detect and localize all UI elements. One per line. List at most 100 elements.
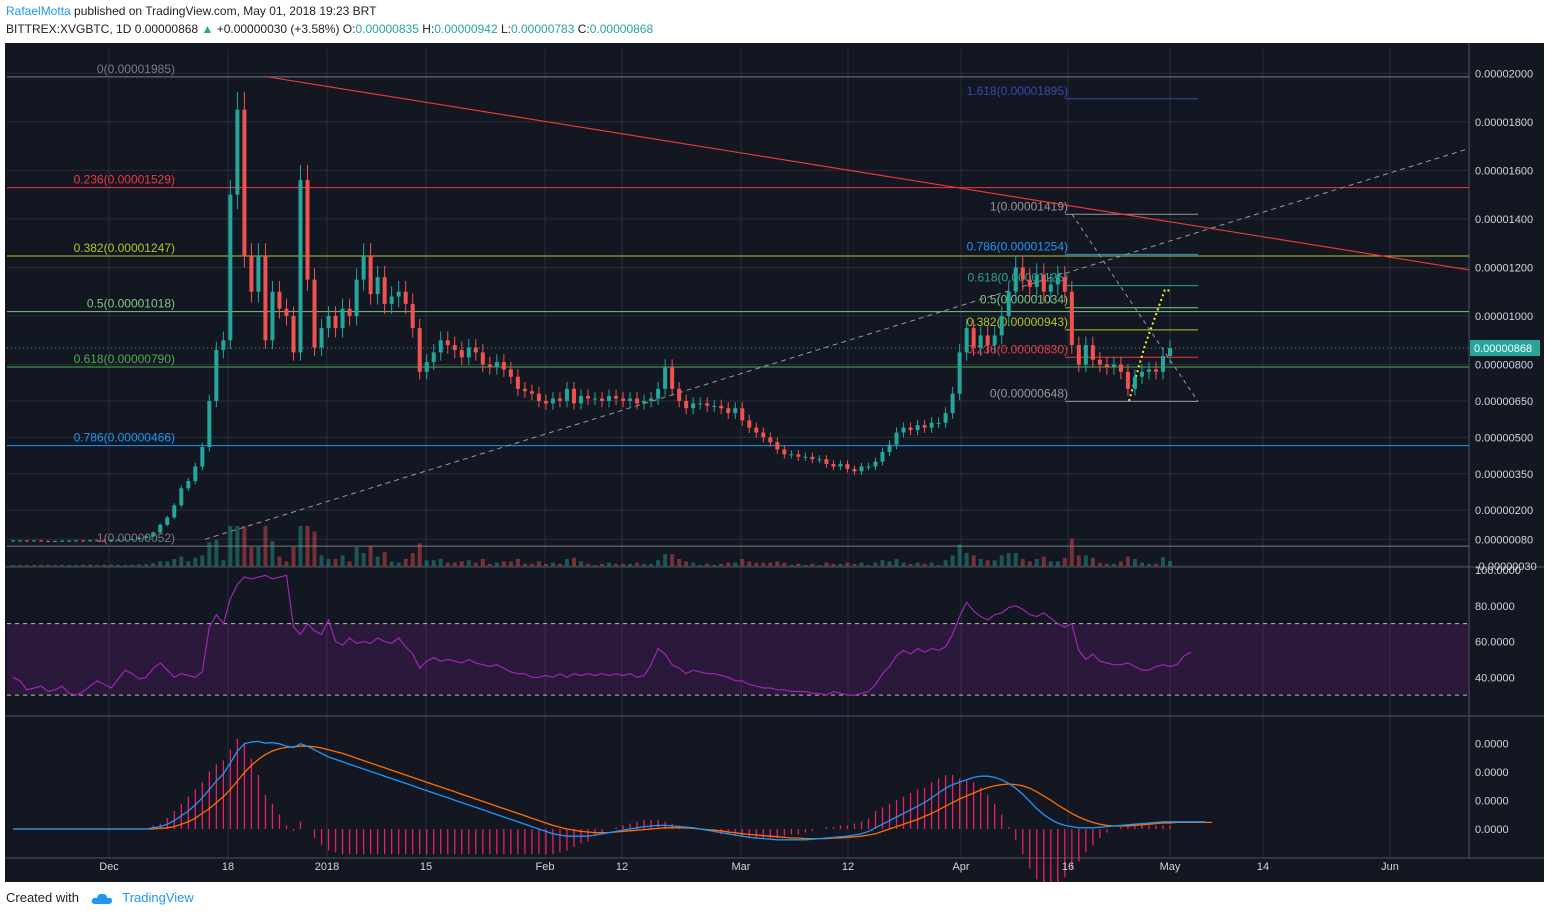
- volume-bar: [291, 547, 296, 566]
- volume-bar: [102, 564, 107, 566]
- volume-bar: [298, 526, 303, 566]
- candle-body: [74, 540, 79, 542]
- candle-body: [782, 449, 787, 455]
- volume-bar: [256, 547, 261, 566]
- volume-bar: [557, 563, 562, 566]
- candle-body: [487, 364, 492, 367]
- low-value: 0.00000783: [510, 22, 575, 36]
- volume-bar: [768, 562, 773, 566]
- macd-signal-line: [13, 745, 1213, 840]
- candle-body: [256, 255, 261, 292]
- candle-body: [389, 296, 394, 304]
- candle-body: [116, 539, 121, 541]
- volume-bar: [130, 564, 135, 566]
- symbol-label: BITTREX:XVGBTC, 1D: [6, 22, 132, 36]
- candle-body: [172, 505, 177, 518]
- candle-body: [901, 427, 906, 433]
- volume-bar: [747, 561, 752, 566]
- fib-level-label: 0(0.00001985): [97, 62, 175, 76]
- fib-level-label: 0.786(0.00000466): [74, 431, 175, 445]
- rsi-line: [12, 574, 1192, 696]
- time-axis-tick: Feb: [536, 861, 555, 873]
- volume-bar: [950, 555, 955, 566]
- volume-bar: [1153, 563, 1158, 566]
- volume-bar: [824, 562, 829, 566]
- rsi-axis-tick: 60.0000: [1475, 637, 1515, 649]
- volume-bar: [838, 563, 843, 566]
- time-axis-tick: 12: [842, 861, 854, 873]
- candle-body: [459, 349, 464, 358]
- volume-bar: [529, 563, 534, 566]
- volume-bar: [172, 559, 177, 566]
- volume-bar: [410, 553, 415, 566]
- candle-body: [824, 459, 829, 465]
- candle-body: [887, 444, 892, 452]
- candle-body: [249, 255, 254, 292]
- volume-bar: [901, 562, 906, 566]
- candle-body: [25, 540, 30, 542]
- volume-bar: [999, 555, 1004, 566]
- macd-axis-tick: 0.0000: [1475, 824, 1509, 836]
- candle-body: [600, 398, 605, 401]
- candle-body: [109, 540, 114, 542]
- macd-line: [13, 740, 1206, 841]
- volume-bar: [319, 555, 324, 566]
- last-price: 0.00000868: [134, 22, 199, 36]
- volume-bar: [179, 556, 184, 566]
- volume-bar: [487, 563, 492, 566]
- volume-bar: [712, 565, 717, 566]
- volume-bar: [936, 565, 941, 566]
- chart-svg[interactable]: 0(0.00001985) 0.236(0.00001529) 0.382(0.00…: [5, 43, 1544, 882]
- candle-body: [277, 291, 282, 309]
- last-price-label: 0.00000868: [1474, 343, 1532, 355]
- candle-body: [480, 352, 485, 365]
- candle-body: [39, 540, 44, 542]
- candle-body: [880, 451, 885, 462]
- candle-body: [508, 369, 513, 377]
- volume-bar: [1090, 557, 1095, 566]
- volume-bar: [719, 563, 724, 566]
- author-link[interactable]: RafaelMotta: [6, 4, 71, 18]
- published-text: published on TradingView.com, May 01, 20…: [74, 4, 377, 18]
- close-value: 0.00000868: [589, 22, 654, 36]
- candle-body: [908, 427, 913, 431]
- price-axis-tick: 0.00000650: [1475, 396, 1533, 408]
- candle-body: [291, 315, 296, 353]
- volume-bar: [789, 565, 794, 566]
- tradingview-brand-link[interactable]: TradingView: [122, 890, 194, 905]
- candle-body: [326, 315, 331, 329]
- rsi-axis-tick: 100.0000: [1475, 565, 1521, 577]
- volume-bar: [1020, 559, 1025, 566]
- candle-body: [557, 398, 562, 401]
- candle-body: [501, 362, 506, 370]
- candle-body: [817, 459, 822, 461]
- price-axis-tick: 0.00000350: [1475, 469, 1533, 481]
- volume-bar: [698, 565, 703, 566]
- volume-bar: [158, 561, 163, 566]
- candle-body: [564, 388, 569, 401]
- fib-ext-label: 0.5(0.00001034): [980, 293, 1068, 307]
- candle-body: [929, 422, 934, 428]
- candle-body: [396, 291, 401, 297]
- candle-body: [214, 349, 219, 401]
- candle-body: [550, 398, 555, 404]
- volume-bar: [908, 563, 913, 566]
- tradingview-cloud-icon: [91, 893, 112, 904]
- volume-bar: [971, 555, 976, 566]
- time-axis-tick: 16: [1062, 861, 1074, 873]
- chart-canvas[interactable]: 0(0.00001985) 0.236(0.00001529) 0.382(0.00…: [5, 43, 1544, 882]
- volume-bar: [368, 545, 373, 566]
- volume-bar: [1006, 553, 1011, 566]
- volume-bar: [782, 562, 787, 566]
- candle-body: [123, 539, 128, 541]
- candle-body: [1139, 371, 1144, 377]
- volume-bar: [214, 539, 219, 566]
- chart-footer: Created with TradingView: [0, 884, 1549, 915]
- volume-bar: [95, 564, 100, 566]
- fib-level-label: 0.382(0.00001247): [74, 241, 175, 255]
- rsi-axis-tick: 40.0000: [1475, 672, 1515, 684]
- volume-bar: [691, 562, 696, 566]
- candle-body: [1055, 277, 1060, 285]
- volume-bar: [1083, 555, 1088, 566]
- volume-bar: [39, 564, 44, 566]
